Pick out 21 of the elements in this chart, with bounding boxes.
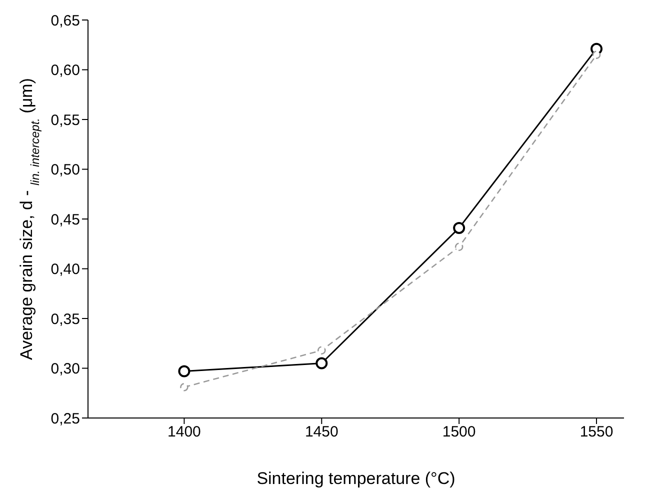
point bbox=[592, 50, 601, 59]
y-tick-label: 0,30 bbox=[50, 360, 80, 378]
y-tick-label: 0,45 bbox=[50, 211, 80, 228]
y-tick-label: 0,55 bbox=[50, 112, 80, 129]
x-tick-label: 1400 bbox=[168, 424, 201, 441]
x-axis-title: Sintering temperature (°C) bbox=[256, 469, 456, 488]
x-tick-label: 1500 bbox=[442, 424, 476, 441]
x-tick-label: 1550 bbox=[580, 424, 614, 441]
y-tick-label: 0,50 bbox=[50, 162, 80, 179]
y-tick-label: 0,25 bbox=[50, 410, 80, 428]
point bbox=[316, 357, 328, 370]
point bbox=[454, 242, 464, 252]
y-tick-label: 0,60 bbox=[50, 62, 80, 80]
point bbox=[178, 365, 190, 378]
y-tick-label: 0,65 bbox=[50, 12, 80, 30]
point bbox=[453, 222, 466, 234]
x-tick-label: 1450 bbox=[304, 424, 338, 441]
y-tick-label: 0,40 bbox=[50, 261, 80, 278]
point bbox=[317, 346, 326, 354]
point bbox=[180, 383, 188, 392]
y-tick-label: 0,35 bbox=[50, 310, 80, 328]
